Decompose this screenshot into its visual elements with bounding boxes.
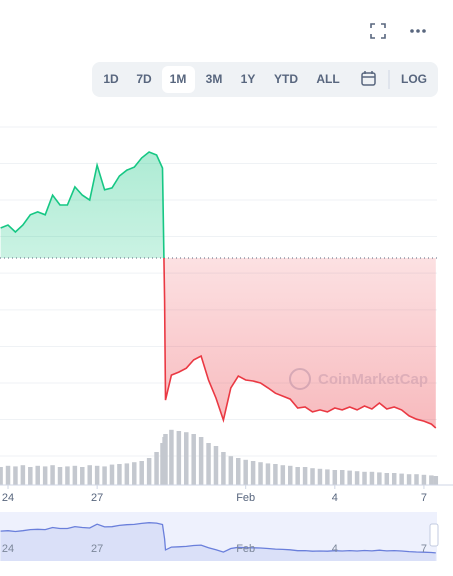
range-button[interactable]: YTD [274, 72, 298, 86]
volume-bar [87, 465, 92, 485]
volume-bar [280, 465, 286, 485]
range-button[interactable]: ALL [316, 72, 339, 86]
volume-bar [206, 443, 211, 485]
area-down [0, 257, 436, 428]
range-button[interactable]: 1Y [241, 72, 256, 86]
range-button[interactable]: 1D [103, 72, 119, 86]
volume-bar [421, 474, 427, 485]
x-tick-label: 4 [332, 492, 338, 504]
volume-bar [198, 437, 204, 485]
volume-bar [310, 468, 315, 485]
volume-bar [273, 464, 278, 485]
volume-bar [325, 469, 330, 485]
calendar-icon[interactable] [361, 71, 376, 86]
volume-bar [429, 475, 434, 485]
volume-bar [250, 461, 256, 485]
volume-bar [384, 473, 390, 485]
volume-bar [391, 473, 397, 485]
range-button[interactable]: 3M [206, 72, 223, 86]
volume-bar [369, 471, 375, 485]
navigator-tick-label: Feb [236, 543, 255, 555]
volume-bar [347, 470, 352, 485]
volume-bar [5, 465, 11, 485]
volume-bar [154, 452, 159, 485]
volume-bar [163, 434, 168, 485]
volume-bar [50, 465, 55, 485]
volume-bar [354, 471, 360, 485]
volume-bar [228, 456, 234, 485]
more-icon[interactable] [410, 29, 426, 33]
volume-bar [28, 467, 33, 485]
navigator-tick-label: 4 [332, 543, 338, 555]
volume-bar [35, 465, 40, 485]
volume-bar [109, 464, 115, 485]
volume-bar [236, 458, 241, 485]
volume-bar [169, 429, 174, 485]
volume-bar [317, 468, 323, 485]
x-tick-label: 24 [2, 492, 14, 504]
navigator-handle[interactable] [429, 523, 439, 547]
volume-bar [65, 466, 70, 485]
volume-bar [176, 431, 182, 485]
volume-bar [117, 464, 122, 485]
volume-bar [339, 470, 345, 485]
volume-bar [414, 474, 419, 485]
navigator-bg [0, 512, 437, 561]
volume-bar [295, 467, 300, 485]
volume-bar [377, 472, 382, 485]
range-button[interactable]: LOG [401, 72, 427, 86]
volume-bar [258, 462, 263, 485]
volume-bar [94, 465, 100, 485]
volume-bar [20, 465, 26, 485]
x-tick-label: Feb [236, 492, 255, 504]
expand-icon[interactable] [370, 23, 386, 39]
volume-bar [265, 463, 271, 485]
navigator-tick-label: 7 [421, 543, 427, 555]
volume-bar [213, 446, 219, 485]
price-line-up [0, 151, 165, 258]
volume-bar [42, 466, 48, 485]
volume-bar [399, 473, 404, 485]
navigator-line [0, 522, 436, 554]
x-tick-label: 7 [421, 492, 427, 504]
volume-bar [184, 432, 189, 485]
volume-bar [72, 465, 78, 485]
volume-bar [302, 467, 308, 485]
volume-bar [146, 458, 152, 485]
x-tick-label: 27 [91, 492, 103, 504]
volume-bar [362, 471, 367, 485]
volume-bar [13, 466, 18, 485]
volume-bar [0, 467, 3, 485]
navigator-tick-label: 27 [91, 543, 103, 555]
navigator-tick-label: 24 [2, 543, 14, 555]
range-button[interactable]: 1M [170, 72, 187, 86]
area-up [0, 152, 164, 258]
volume-bar [243, 459, 248, 485]
volume-bar [221, 452, 226, 485]
price-line-down [163, 257, 437, 429]
volume-bar [191, 434, 196, 485]
volume-bar [132, 462, 137, 485]
volume-bar [406, 474, 412, 485]
volume-bar [102, 466, 107, 485]
volume-bar [433, 476, 439, 485]
volume-bar [287, 465, 293, 485]
volume-bar [80, 467, 85, 485]
volume-bar [124, 463, 130, 485]
volume-bar [57, 467, 63, 485]
range-button[interactable]: 7D [136, 72, 152, 86]
volume-bar [332, 470, 338, 485]
volume-bar [139, 461, 144, 485]
active-button-bg [162, 66, 195, 93]
